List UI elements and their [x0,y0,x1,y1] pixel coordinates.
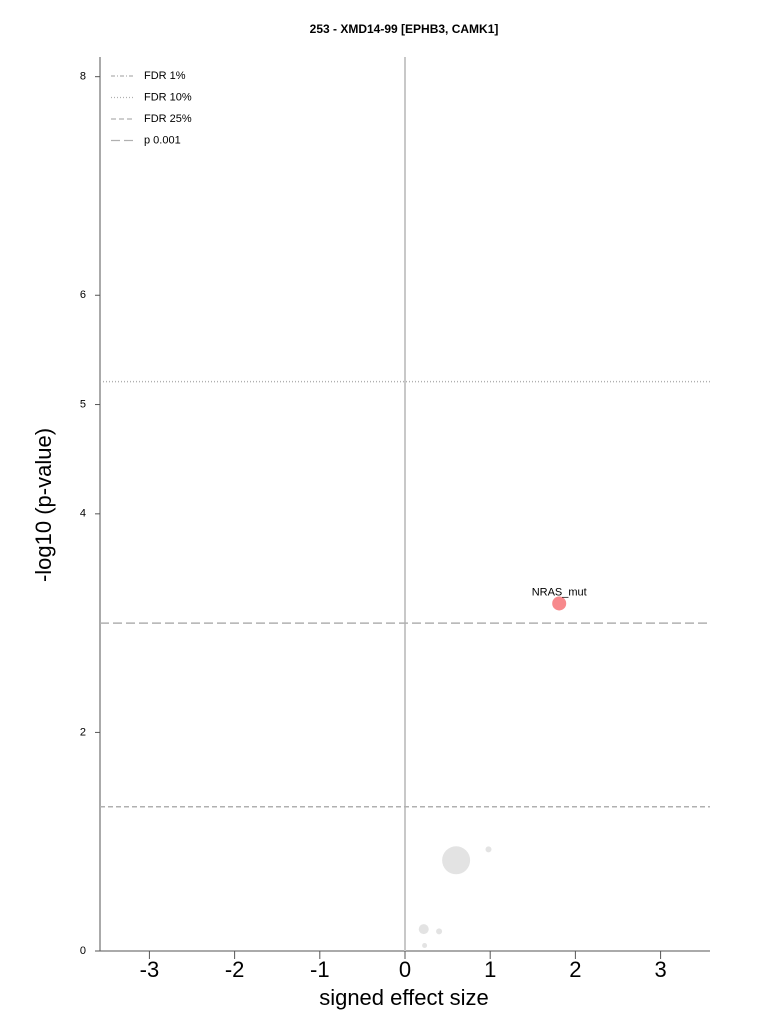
x-tick-label: 0 [399,957,411,982]
x-tick-label: 1 [484,957,496,982]
y-tick-label: 4 [80,508,86,520]
point-label: NRAS_mut [532,586,587,598]
point [552,596,567,611]
x-tick-label: 3 [654,957,666,982]
point [436,928,443,935]
y-tick-label: 6 [80,289,86,301]
point [422,943,428,949]
point [485,846,492,853]
x-tick-label: -3 [140,957,160,982]
legend-label: FDR 25% [144,113,192,125]
x-axis-label: signed effect size [319,985,489,1010]
point [442,846,471,875]
y-tick-label: 0 [80,945,86,957]
y-tick-label: 2 [80,726,86,738]
y-tick-label: 8 [80,71,86,83]
legend-label: FDR 1% [144,70,186,82]
legend-label: FDR 10% [144,91,192,103]
y-axis-label: -log10 (p-value) [31,428,56,582]
x-tick-label: -2 [225,957,245,982]
y-tick-label: 5 [80,398,86,410]
point [418,924,429,935]
x-tick-label: 2 [569,957,581,982]
x-tick-label: -1 [310,957,330,982]
chart-title: 253 - XMD14-99 [EPHB3, CAMK1] [310,22,499,36]
legend-label: p 0.001 [144,134,181,146]
